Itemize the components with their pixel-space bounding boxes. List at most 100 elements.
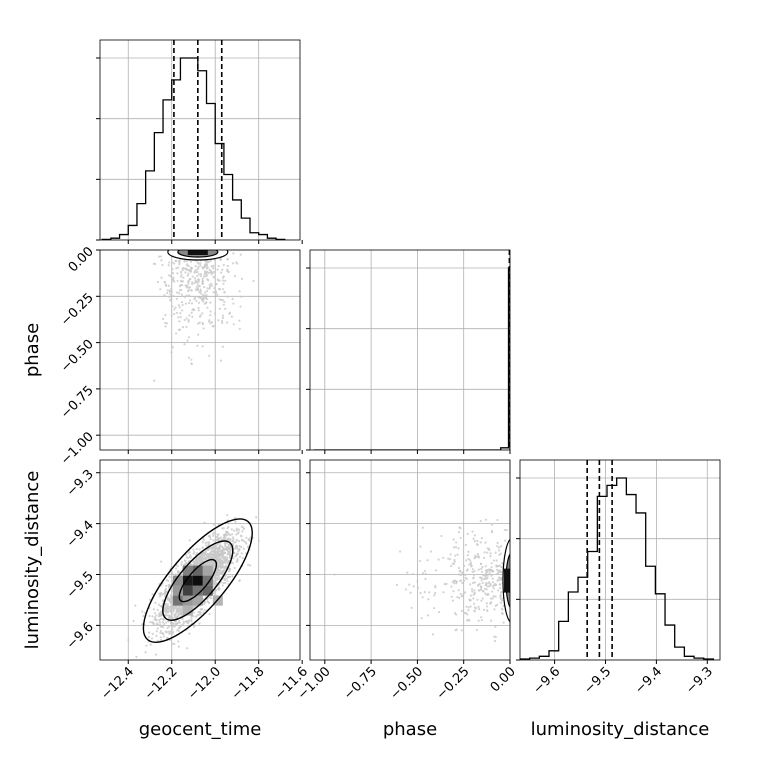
scatter-point (204, 275, 208, 278)
scatter-point (185, 317, 188, 320)
scatter-point (222, 570, 225, 573)
scatter-point (237, 528, 241, 531)
scatter-point (199, 288, 202, 291)
scatter-point (209, 259, 212, 262)
scatter-point (198, 315, 202, 318)
scatter-point (204, 544, 208, 547)
scatter-point (217, 571, 220, 574)
scatter-point (230, 533, 234, 536)
scatter-point (161, 599, 165, 602)
scatter-point (213, 259, 217, 262)
scatter-point (485, 602, 488, 605)
scatter-point (212, 546, 215, 549)
scatter-point (459, 569, 462, 572)
scatter-point (227, 522, 230, 525)
scatter-point (202, 266, 205, 269)
scatter-point (503, 528, 506, 532)
scatter-point (234, 520, 237, 523)
scatter-point (474, 554, 477, 557)
scatter-point (207, 542, 211, 545)
scatter-point (440, 534, 443, 538)
scatter-point (232, 323, 235, 326)
scatter-point (127, 638, 130, 642)
scatter-point (201, 293, 204, 296)
scatter-point (162, 317, 165, 321)
scatter-point (158, 618, 161, 622)
scatter-point (505, 529, 508, 532)
scatter-point (162, 618, 165, 621)
scatter-point (480, 577, 483, 580)
scatter-point (221, 527, 224, 530)
scatter-point (202, 611, 205, 614)
scatter-point (202, 275, 206, 278)
scatter-point (228, 311, 232, 314)
scatter-point (182, 620, 185, 623)
scatter-point (499, 596, 502, 599)
scatter-point (201, 560, 204, 563)
scatter-point (174, 332, 178, 335)
scatter-point (222, 303, 225, 306)
scatter-point (492, 570, 495, 573)
scatter-point (221, 268, 224, 271)
scatter-point (203, 609, 206, 612)
scatter-point (169, 293, 172, 296)
scatter-point (492, 581, 495, 584)
scatter-point (201, 345, 204, 348)
scatter-point (480, 588, 483, 591)
scatter-point (465, 605, 468, 608)
scatter-point (460, 629, 463, 632)
scatter-point (225, 564, 228, 567)
scatter-point (180, 273, 183, 276)
scatter-point (216, 537, 219, 540)
density-cell (182, 585, 193, 596)
scatter-point (195, 561, 198, 564)
scatter-point (181, 618, 184, 621)
scatter-point (495, 559, 498, 562)
contour (162, 540, 234, 621)
scatter-point (216, 533, 219, 536)
scatter-point (165, 322, 168, 325)
scatter-point (174, 259, 177, 263)
scatter-point (193, 271, 196, 274)
scatter-point (257, 539, 260, 542)
scatter-point (238, 555, 242, 558)
density-cell (202, 575, 213, 586)
scatter-point (215, 558, 219, 561)
y-tick-label: −0.75 (58, 383, 97, 422)
scatter-point (188, 294, 191, 297)
scatter-point (459, 592, 462, 596)
scatter-point (217, 548, 220, 551)
scatter-point (454, 554, 457, 557)
scatter-point (171, 261, 174, 264)
scatter-point (233, 541, 236, 544)
scatter-point (462, 572, 465, 575)
scatter-point (174, 612, 177, 616)
scatter-point (147, 631, 151, 634)
scatter-point (472, 537, 475, 540)
scatter-point (484, 518, 488, 521)
scatter-point (166, 603, 169, 606)
scatter-point (499, 601, 502, 604)
scatter-point (172, 610, 175, 613)
scatter-point (484, 592, 487, 595)
scatter-point (181, 609, 184, 612)
scatter-point (463, 579, 466, 582)
scatter-point (226, 258, 229, 261)
scatter-point (154, 618, 158, 621)
scatter-point (467, 550, 470, 553)
scatter-point (494, 625, 497, 628)
scatter-point (458, 596, 461, 599)
histogram-step (520, 477, 715, 660)
scatter-point (416, 580, 419, 583)
scatter-point (205, 553, 208, 557)
scatter-point (496, 579, 499, 582)
scatter-point (481, 597, 484, 600)
scatter-point (217, 264, 220, 268)
scatter-point (419, 545, 422, 548)
scatter-point (161, 626, 165, 629)
scatter-point (169, 597, 173, 600)
scatter-point (161, 621, 164, 624)
scatter-point (229, 555, 232, 558)
scatter-point (170, 290, 173, 293)
scatter-point (456, 596, 459, 599)
